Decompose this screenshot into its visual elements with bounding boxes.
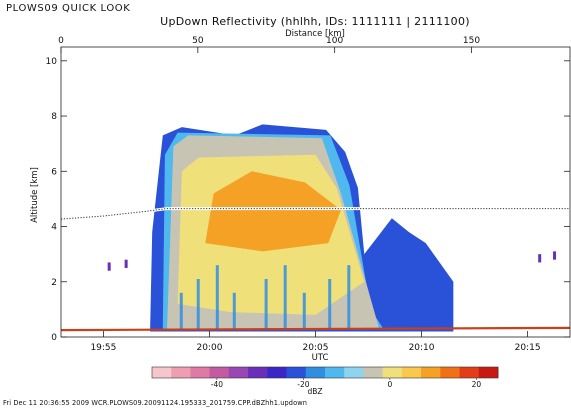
- echo-streak: [328, 279, 332, 329]
- colorbar-swatch: [363, 367, 384, 378]
- y-tick-label: 10: [46, 57, 58, 67]
- program-label: PLOWS09 QUICK LOOK: [6, 3, 131, 14]
- x-tick-label: 19:55: [90, 343, 116, 353]
- tick-layer: 0 2 4 6 8 10 19:55 20:00 20:05 20:10 20:15 0 50 100 15…: [46, 36, 570, 353]
- top-axis-label: Distance [km]: [285, 29, 345, 39]
- echo-layer: [107, 124, 557, 332]
- colorbar-tick-label: 20: [472, 380, 482, 389]
- echo-region-orange: [205, 171, 341, 252]
- x2-tick-label: 50: [192, 36, 204, 46]
- colorbar-swatch: [421, 367, 441, 378]
- echo-streak: [196, 279, 200, 329]
- echo-fleck: [107, 262, 111, 271]
- colorbar-swatch: [248, 367, 268, 378]
- colorbar-swatch: [267, 367, 287, 378]
- x2-tick-label: 150: [463, 36, 480, 46]
- colorbar-swatch: [228, 367, 249, 378]
- surface-line: [61, 326, 570, 332]
- echo-streak: [283, 265, 287, 329]
- colorbar-swatch: [286, 367, 307, 378]
- colorbar-frame: [151, 366, 499, 379]
- y-tick-label: 0: [51, 333, 57, 343]
- line-layer: [61, 207, 570, 332]
- echo-streak: [347, 265, 351, 329]
- echo-streak: [302, 292, 306, 329]
- colorbar-tick-label: 0: [387, 380, 392, 389]
- x-tick-label: 20:00: [196, 343, 222, 353]
- echo-streak: [264, 279, 268, 329]
- colorbar-swatch: [440, 367, 460, 378]
- x2-tick-label: 0: [58, 36, 64, 46]
- x-axis-label: UTC: [311, 353, 329, 363]
- colorbar-swatch: [190, 367, 211, 378]
- footer-text: Fri Dec 11 20:36:55 2009 WCR.PLOWS09.200…: [3, 399, 307, 407]
- colorbar-swatch: [478, 367, 499, 378]
- x-tick-label: 20:15: [515, 343, 541, 353]
- echo-streak: [179, 292, 183, 329]
- colorbar-label: dBZ: [307, 387, 323, 396]
- colorbar-tick-label: -40: [211, 380, 223, 389]
- y-tick-label: 4: [51, 223, 57, 233]
- colorbar-swatch: [209, 367, 230, 378]
- y-tick-label: 2: [51, 278, 57, 288]
- colorbar-swatch: [344, 367, 364, 378]
- chart-title: UpDown Reflectivity (hhlhh, IDs: 1111111…: [160, 15, 470, 28]
- echo-fleck: [538, 254, 542, 263]
- x2-tick-label: 100: [326, 36, 343, 46]
- echo-streak: [232, 292, 236, 329]
- y-tick-label: 8: [51, 112, 57, 122]
- colorbar-swatch: [459, 367, 480, 378]
- colorbar-swatch: [305, 367, 326, 378]
- colorbar-swatch: [382, 367, 403, 378]
- x-tick-label: 20:10: [409, 343, 435, 353]
- colorbar-swatch: [325, 367, 345, 378]
- colorbar-swatch: [171, 367, 191, 378]
- echo-fleck: [553, 251, 557, 260]
- aircraft-altitude-line: [61, 208, 570, 220]
- colorbar: -40 -20 0 20: [151, 366, 499, 389]
- colorbar-swatch: [152, 367, 172, 378]
- colorbar-swatch: [401, 367, 422, 378]
- x-tick-label: 20:05: [303, 343, 329, 353]
- y-tick-label: 6: [51, 167, 57, 177]
- colorbar-tick-label: -20: [297, 380, 309, 389]
- echo-fleck: [124, 259, 128, 268]
- echo-streak: [215, 265, 219, 329]
